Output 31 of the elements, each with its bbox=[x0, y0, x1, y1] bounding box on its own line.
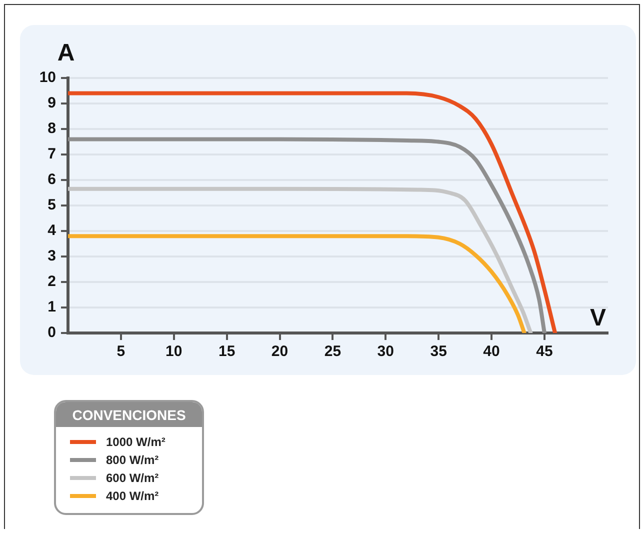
legend-label: 600 W/m² bbox=[106, 471, 159, 485]
x-tick-label: 15 bbox=[218, 343, 236, 360]
y-tick-label: 10 bbox=[39, 69, 56, 86]
line-series bbox=[68, 186, 533, 333]
legend-label: 400 W/m² bbox=[106, 489, 159, 503]
y-tick-label: 7 bbox=[48, 146, 56, 163]
x-tick-label: 40 bbox=[483, 343, 500, 360]
x-tick-label: 30 bbox=[377, 343, 394, 360]
y-tick-label: 2 bbox=[48, 273, 56, 290]
y-tick-label: 5 bbox=[48, 196, 56, 214]
x-tick-label: 5 bbox=[116, 343, 126, 360]
x-tick-label: 35 bbox=[430, 343, 447, 360]
x-tick-label: 25 bbox=[324, 343, 342, 360]
x-tick-label: 10 bbox=[166, 343, 182, 360]
y-tick-label: 1 bbox=[48, 298, 56, 316]
y-tick-label: 6 bbox=[48, 171, 56, 188]
line-series bbox=[68, 91, 558, 333]
y-tick-label: 4 bbox=[48, 222, 57, 240]
line-series bbox=[68, 234, 526, 333]
x-tick-label: 20 bbox=[271, 343, 288, 360]
y-tick-label: 8 bbox=[48, 120, 56, 138]
y-tick-label: 0 bbox=[48, 324, 56, 342]
line-series bbox=[68, 137, 546, 333]
x-tick-label: 45 bbox=[536, 343, 553, 360]
y-tick-label: 9 bbox=[48, 94, 56, 112]
legend-label: 800 W/m² bbox=[106, 453, 159, 467]
legend-label: 1000 W/m² bbox=[106, 435, 166, 449]
x-axis-title: V bbox=[590, 304, 606, 332]
y-axis-title: A bbox=[57, 40, 75, 67]
y-tick-label: 3 bbox=[48, 248, 56, 265]
legend-title: CONVENCIONES bbox=[56, 402, 202, 427]
